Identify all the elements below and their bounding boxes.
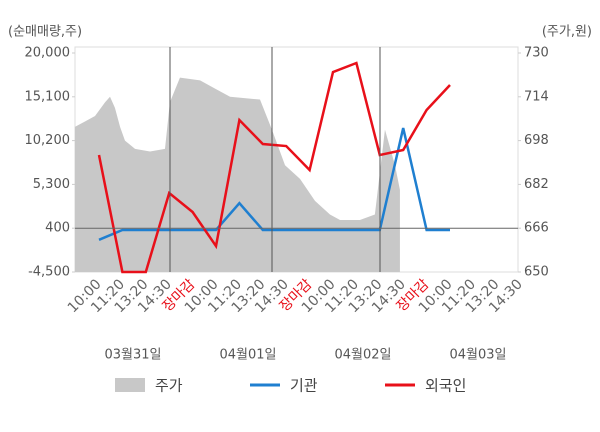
y-tick-label: 15,100 (25, 89, 71, 104)
y-axis-label: (순매매량,주) (8, 25, 82, 40)
y-tick-label: -4,500 (28, 265, 70, 280)
y2-tick-label: 714 (524, 89, 549, 104)
series-line (97, 61, 451, 274)
date-label: 04월01일 (219, 348, 276, 363)
legend-label: 주가 (155, 377, 183, 395)
price-area (74, 77, 400, 272)
y2-tick-label: 730 (524, 46, 549, 61)
y2-tick-label: 666 (524, 221, 549, 236)
date-label: 04월03일 (449, 348, 506, 363)
y-tick-label: 400 (45, 221, 70, 236)
y-tick-label: 5,300 (33, 177, 70, 192)
date-label: 03월31일 (104, 348, 161, 363)
legend-swatch (115, 378, 145, 392)
y-tick-label: 20,000 (25, 46, 71, 61)
y2-tick-label: 698 (524, 133, 549, 148)
legend-label: 기관 (290, 377, 318, 395)
legend-label: 외국인 (425, 377, 466, 395)
y2-tick-label: 650 (524, 265, 549, 280)
y-tick-label: 10,200 (25, 133, 71, 148)
y2-axis-label: (주가,원) (542, 25, 592, 40)
date-label: 04월02일 (334, 348, 391, 363)
y2-tick-label: 682 (524, 177, 549, 192)
